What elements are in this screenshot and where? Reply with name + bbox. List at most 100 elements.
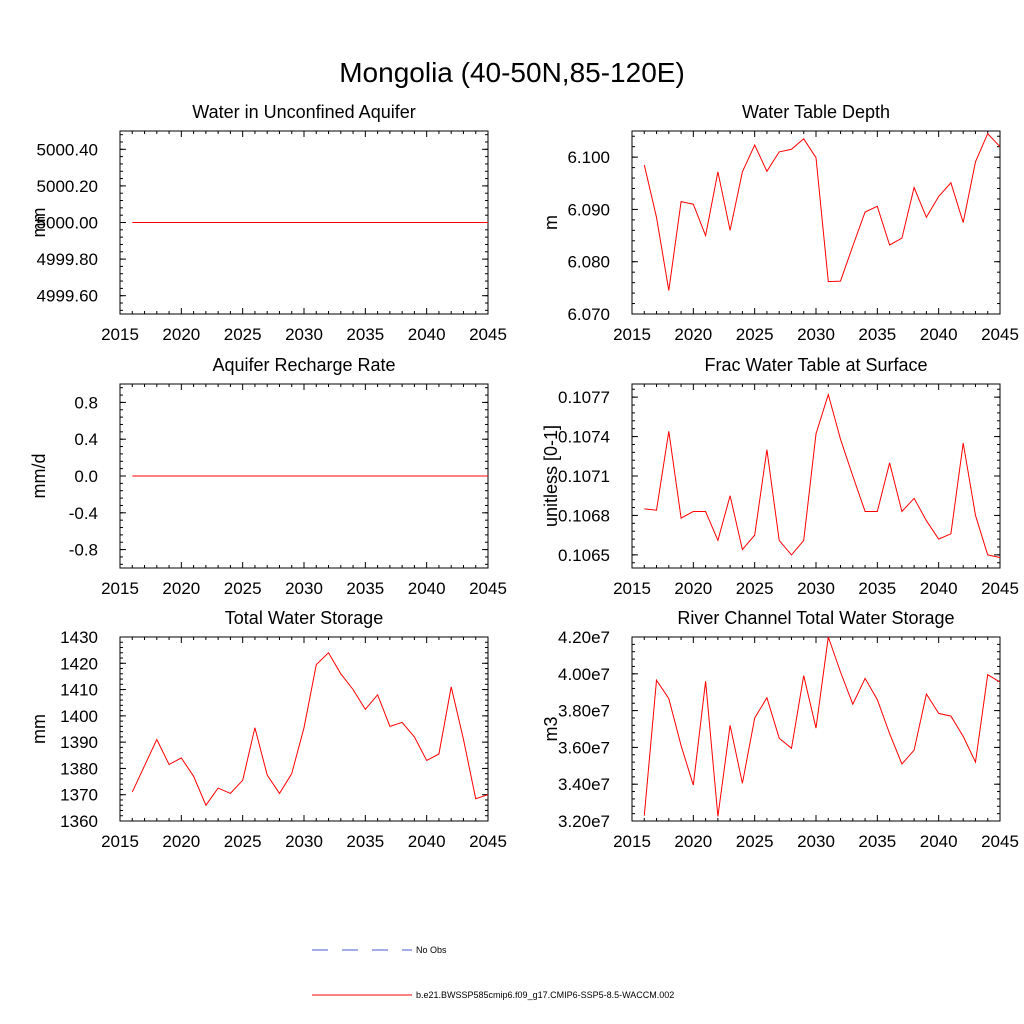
x-tick-label: 2035: [346, 325, 384, 344]
x-tick-label: 2045: [469, 579, 507, 598]
x-tick-label: 2040: [920, 325, 958, 344]
y-tick-label: 0.1077: [558, 388, 610, 407]
y-tick-label: 0.1065: [558, 546, 610, 565]
x-tick-label: 2015: [101, 579, 139, 598]
x-tick-label: 2020: [674, 832, 712, 851]
y-tick-label: 1400: [60, 707, 98, 726]
x-tick-label: 2020: [162, 832, 200, 851]
y-tick-label: 1390: [60, 733, 98, 752]
panel-title: River Channel Total Water Storage: [677, 608, 954, 628]
x-tick-label: 2025: [224, 325, 262, 344]
y-tick-label: 6.080: [567, 253, 610, 272]
y-tick-label: -0.4: [69, 504, 98, 523]
panel-title: Frac Water Table at Surface: [704, 355, 927, 375]
chart-panel-4: Frac Water Table at Surface unitless [0-1…: [541, 355, 1019, 598]
y-tick-label: 5000.40: [37, 140, 98, 159]
y-tick-label: 4.00e7: [558, 665, 610, 684]
x-tick-label: 2025: [736, 325, 774, 344]
series-line: [644, 392, 1001, 558]
x-tick-label: 2045: [981, 832, 1019, 851]
x-tick-label: 2015: [101, 832, 139, 851]
y-tick-label: 1420: [60, 654, 98, 673]
x-tick-label: 2015: [101, 325, 139, 344]
panel-title: Aquifer Recharge Rate: [212, 355, 395, 375]
x-tick-label: 2045: [981, 579, 1019, 598]
y-axis-label: mm/d: [29, 454, 49, 499]
y-tick-label: 1370: [60, 786, 98, 805]
x-tick-label: 2035: [858, 832, 896, 851]
x-tick-label: 2035: [346, 832, 384, 851]
y-tick-label: 0.4: [74, 430, 98, 449]
x-tick-label: 2025: [224, 579, 262, 598]
x-tick-label: 2025: [736, 832, 774, 851]
series-line: [131, 651, 489, 807]
y-tick-label: 5000.00: [37, 214, 98, 233]
y-tick-label: 1380: [60, 759, 98, 778]
x-tick-label: 2035: [346, 579, 384, 598]
panel-grid: Water in Unconfined Aquifer mm 2015 2020 202…: [29, 102, 1019, 851]
y-axis-label: mm: [29, 208, 49, 238]
y-tick-label: 1410: [60, 681, 98, 700]
y-tick-label: 6.090: [567, 200, 610, 219]
x-tick-label: 2045: [469, 832, 507, 851]
chart-panel-2: Water Table Depth m 2015 2020 2025 2030 2035 20…: [541, 102, 1019, 344]
y-tick-label: 0.1071: [558, 467, 610, 486]
x-tick-label: 2035: [858, 579, 896, 598]
x-tick-label: 2025: [736, 579, 774, 598]
y-axis-label: unitless [0-1]: [541, 425, 561, 527]
figure-title: Mongolia (40-50N,85-120E): [339, 57, 685, 88]
plot-frame: [631, 383, 1001, 569]
y-tick-label: 3.20e7: [558, 812, 610, 831]
x-tick-label: 2045: [469, 325, 507, 344]
chart-panel-3: Aquifer Recharge Rate mm/d 2015 2020 2025 203…: [29, 355, 507, 598]
panel-title: Water Table Depth: [742, 102, 890, 122]
y-axis-label: m: [541, 215, 561, 230]
legend-label-no-obs: No Obs: [416, 945, 447, 955]
x-tick-label: 2030: [285, 579, 323, 598]
x-tick-label: 2030: [285, 325, 323, 344]
series-line: [643, 636, 1001, 817]
x-tick-label: 2025: [224, 832, 262, 851]
y-tick-label: 3.60e7: [558, 738, 610, 757]
y-tick-label: 3.80e7: [558, 702, 610, 721]
x-tick-label: 2030: [797, 579, 835, 598]
x-tick-label: 2020: [162, 579, 200, 598]
y-tick-label: 6.100: [567, 148, 610, 167]
plot-frame: [631, 636, 1001, 822]
x-tick-label: 2015: [613, 325, 651, 344]
x-tick-label: 2020: [674, 579, 712, 598]
y-axis-label: m3: [541, 716, 561, 741]
panel-title: Total Water Storage: [225, 608, 383, 628]
x-tick-label: 2030: [797, 832, 835, 851]
x-tick-label: 2040: [920, 579, 958, 598]
legend-label-model: b.e21.BWSSP585cmip6.f09_g17.CMIP6-SSP5-8…: [416, 990, 674, 1000]
y-tick-label: 4.20e7: [558, 628, 610, 647]
y-tick-label: 0.1074: [558, 428, 610, 447]
y-axis-label: mm: [29, 714, 49, 744]
x-tick-label: 2020: [674, 325, 712, 344]
x-tick-label: 2030: [285, 832, 323, 851]
y-tick-label: 4999.80: [37, 250, 98, 269]
x-tick-label: 2035: [858, 325, 896, 344]
y-tick-label: 4999.60: [37, 287, 98, 306]
panel-title: Water in Unconfined Aquifer: [192, 102, 415, 122]
x-tick-label: 2045: [981, 325, 1019, 344]
y-tick-label: 5000.20: [37, 177, 98, 196]
x-tick-label: 2015: [613, 579, 651, 598]
legend: No Obs b.e21.BWSSP585cmip6.f09_g17.CMIP6…: [312, 945, 674, 1000]
x-tick-label: 2020: [162, 325, 200, 344]
y-tick-label: 0.0: [74, 467, 98, 486]
y-tick-label: 3.40e7: [558, 775, 610, 794]
y-tick-label: 1360: [60, 812, 98, 831]
x-tick-label: 2015: [613, 832, 651, 851]
x-tick-label: 2040: [408, 325, 446, 344]
x-tick-label: 2040: [408, 579, 446, 598]
chart-panel-5: Total Water Storage mm 2015 2020 2025 2030 203…: [29, 608, 507, 851]
y-tick-label: 1430: [60, 628, 98, 647]
x-tick-label: 2040: [920, 832, 958, 851]
chart-panel-6: River Channel Total Water Storage m3 2015 2…: [541, 608, 1019, 851]
y-tick-label: 0.1068: [558, 506, 610, 525]
y-tick-label: -0.8: [69, 541, 98, 560]
chart-panel-1: Water in Unconfined Aquifer mm 2015 2020 202…: [29, 102, 507, 344]
